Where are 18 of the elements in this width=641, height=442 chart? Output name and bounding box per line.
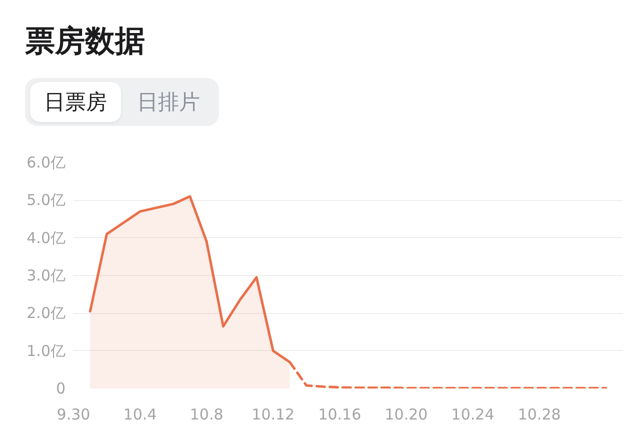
y-tick-label: 5.0亿 xyxy=(26,191,66,210)
y-tick-label: 4.0亿 xyxy=(26,228,66,247)
x-tick-label: 10.8 xyxy=(190,406,224,424)
x-tick-label: 9.30 xyxy=(56,406,90,424)
tab-label: 日排片 xyxy=(136,89,201,116)
y-tick-label: 1.0亿 xyxy=(26,342,66,360)
x-tick-label: 10.16 xyxy=(318,406,362,424)
tab: 日票房 xyxy=(30,82,121,122)
y-tick-label: 0 xyxy=(56,380,66,398)
x-tick-label: 10.24 xyxy=(451,406,494,424)
chart-title: 票房数据 xyxy=(24,23,145,61)
y-tick-label: 3.0亿 xyxy=(26,266,66,284)
x-tick-label: 10.4 xyxy=(123,406,157,424)
x-tick-label: 10.12 xyxy=(252,406,295,424)
y-tick-label: 2.0亿 xyxy=(26,304,66,322)
y-tick-label: 6.0亿 xyxy=(26,154,66,172)
x-tick-label: 10.28 xyxy=(518,406,561,424)
x-tick-label: 10.20 xyxy=(384,406,428,424)
